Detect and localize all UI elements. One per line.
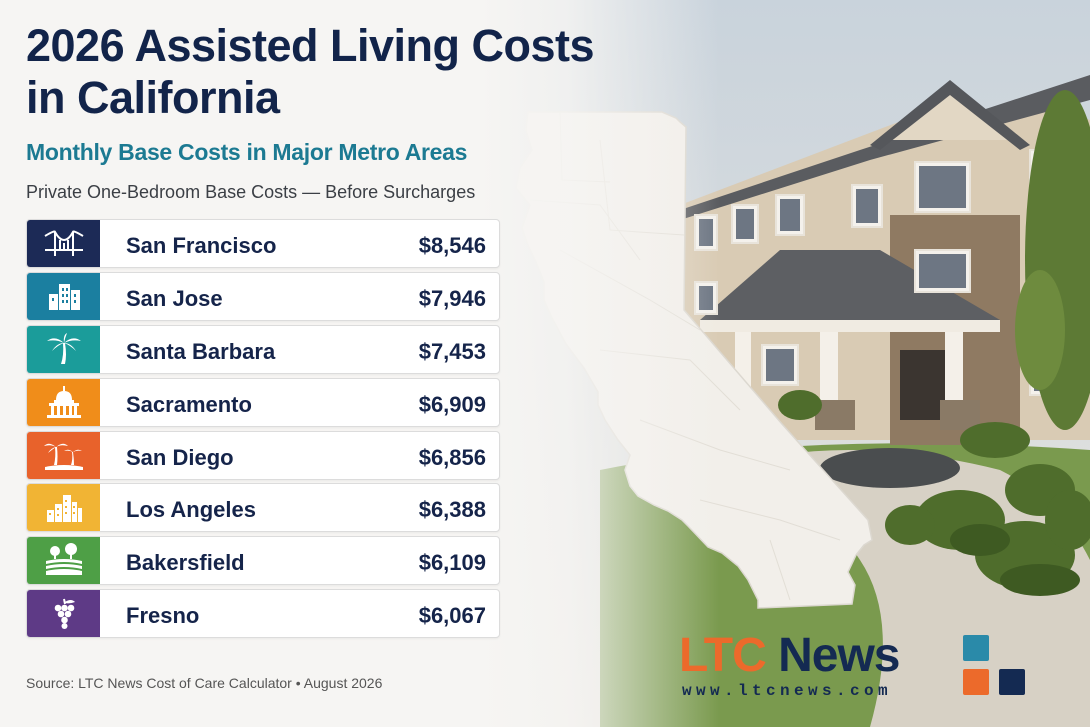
monthly-cost: $6,109 — [418, 550, 486, 576]
metro-row-sacramento: Sacramento $6,909 — [26, 377, 500, 427]
city-name: Bakersfield — [126, 550, 245, 576]
metro-row-bakersfield: Bakersfield $6,109 — [26, 536, 500, 586]
monthly-cost: $8,546 — [418, 233, 486, 258]
metro-row-san-jose: San Jose $7,946 — [26, 271, 500, 321]
description: Private One-Bedroom Base Costs — Before … — [26, 182, 476, 202]
city-name: Los Angeles — [126, 497, 256, 523]
logo-wordmark: LTC News — [679, 628, 900, 684]
metro-row-los-angeles: Los Angeles $6,388 — [26, 483, 500, 533]
icon-box — [27, 431, 100, 479]
icon-box — [27, 325, 100, 373]
icon-box — [27, 590, 100, 638]
metro-row-santa-barbara: Santa Barbara $7,453 — [26, 324, 500, 374]
icon-box — [27, 272, 100, 320]
monthly-cost: $6,067 — [418, 603, 486, 629]
monthly-cost: $6,856 — [418, 444, 486, 470]
logo-news-text: News — [765, 629, 900, 682]
logo-ltc-text: LTC — [679, 629, 767, 682]
logo-square-teal — [963, 635, 989, 661]
logo-square-navy — [999, 669, 1025, 695]
city-name: Sacramento — [126, 391, 252, 417]
metro-cost-list: San Francisco $8,546 San Jose $7,946 San… — [26, 219, 500, 642]
city-buildings-icon — [48, 284, 80, 311]
ltc-news-logo: LTC News www.ltcnews.com — [679, 628, 1039, 703]
metro-row-fresno: Fresno $6,067 — [26, 589, 500, 639]
logo-square-orange — [963, 669, 989, 695]
source-note: Source: LTC News Cost of Care Calculator… — [26, 675, 383, 691]
metro-row-san-diego: San Diego $6,856 — [26, 430, 500, 480]
icon-box — [27, 537, 100, 585]
city-name: San Francisco — [126, 233, 277, 258]
subtitle: Monthly Base Costs in Major Metro Areas — [26, 139, 468, 165]
metro-row-san-francisco: San Francisco $8,546 — [26, 219, 500, 268]
city-name: Fresno — [126, 603, 200, 629]
farm-fields-icon — [45, 542, 82, 575]
city-name: Santa Barbara — [126, 338, 276, 364]
city-name: San Diego — [126, 444, 234, 470]
beach-palms-icon — [43, 443, 83, 471]
monthly-cost: $7,946 — [418, 285, 486, 311]
monthly-cost: $7,453 — [418, 338, 486, 364]
page-title: 2026 Assisted Living Costs in California — [26, 20, 595, 123]
capitol-dome-icon — [46, 386, 81, 419]
monthly-cost: $6,909 — [418, 391, 486, 417]
grapes-icon — [54, 598, 75, 629]
city-name: San Jose — [126, 285, 223, 311]
logo-url: www.ltcnews.com — [682, 682, 893, 700]
icon-box — [27, 378, 100, 426]
golden-gate-bridge-icon — [43, 230, 84, 256]
icon-box — [27, 484, 100, 532]
skyline-icon — [46, 494, 82, 522]
monthly-cost: $6,388 — [418, 497, 486, 523]
icon-box — [27, 220, 100, 267]
palm-tree-icon — [46, 333, 81, 365]
